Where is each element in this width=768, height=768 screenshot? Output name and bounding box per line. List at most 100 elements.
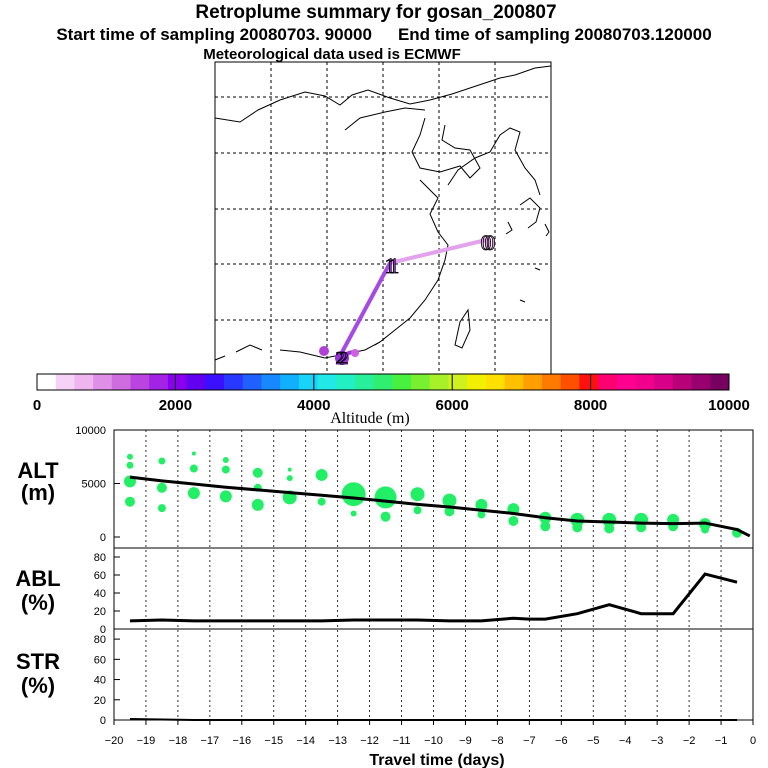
colorbar-swatch (280, 374, 300, 390)
abl-tick-label: 40 (94, 588, 106, 600)
colorbar-swatch (485, 374, 506, 390)
colorbar-swatch (317, 374, 337, 390)
colorbar-swatch (672, 374, 693, 390)
alt-cluster-point (252, 467, 263, 478)
alt-cluster-point (158, 457, 166, 465)
colorbar-swatch (298, 374, 319, 390)
colorbar-tick-label: 6000 (436, 397, 469, 414)
alt-cluster-point (191, 451, 196, 456)
alt-panel: 10000 5000 0 (75, 425, 751, 544)
alt-cluster-point (219, 490, 232, 503)
abl-tick-label: 0 (100, 624, 106, 636)
alt-cluster-point (350, 510, 357, 517)
str-tick-label: 40 (94, 675, 106, 687)
colorbar-swatch (523, 374, 543, 390)
str-tick-label: 80 (94, 634, 106, 646)
str-panel: 80 60 40 20 0 (94, 634, 738, 727)
sampling-end: End time of sampling 20080703.120000 (397, 25, 712, 44)
colorbar-swatch (149, 374, 169, 390)
alt-cluster-point (701, 525, 710, 534)
x-tick-label: −15 (264, 735, 283, 747)
x-tick-label: −6 (555, 735, 568, 747)
alt-mean-line (129, 475, 751, 538)
cluster-marker (319, 346, 329, 356)
colorbar-swatch (691, 374, 711, 390)
x-tick-label: −10 (424, 735, 443, 747)
map-label: 0 (481, 230, 492, 255)
x-tick-label: −5 (587, 735, 600, 747)
alt-cluster-point (475, 498, 488, 511)
str-tick-label: 0 (100, 715, 106, 727)
map-label-echo: 0 (485, 230, 496, 255)
alt-cluster-point (636, 522, 647, 533)
alt-tick-label: 5000 (82, 479, 106, 491)
x-tick-label: −13 (328, 735, 347, 747)
colorbar-swatch (37, 374, 57, 390)
str-unit: (%) (21, 673, 55, 698)
abl-label: ABL (15, 566, 60, 591)
colorbar-tick-label: 8000 (574, 397, 607, 414)
x-tick-label: −1 (715, 735, 728, 747)
alt-tick-label: 0 (100, 532, 106, 544)
map-label: 1 (385, 253, 396, 278)
colorbar-swatch (392, 374, 412, 390)
alt-cluster-point (604, 523, 615, 534)
x-tick-label: −12 (360, 735, 379, 747)
alt-cluster-point (189, 464, 198, 473)
colorbar-swatch (616, 374, 636, 390)
alt-cluster-point (444, 506, 455, 517)
colorbar-swatch (560, 374, 580, 390)
met-data-label: Meteorological data used is ECMWF (203, 46, 461, 63)
x-tick-label: −11 (393, 735, 411, 747)
colorbar-swatch (111, 374, 132, 390)
colorbar-swatch (93, 374, 113, 390)
colorbar-swatch (336, 374, 356, 390)
x-tick-label: −16 (232, 735, 251, 747)
alt-cluster-point (341, 482, 366, 507)
sampling-times: Start time of sampling 20080703. 90000 En… (0, 25, 768, 45)
x-axis: −20 −19 −18 −17 −16 −15 −14 −13 −12 −11 −10 −9 −8 −7−… (105, 720, 756, 747)
colorbar-swatch (448, 374, 468, 390)
alt-cluster-point (126, 461, 134, 469)
alt-cluster-point (380, 511, 391, 522)
colorbar-tick-label: 2000 (159, 397, 192, 414)
alt-cluster-point (124, 496, 135, 507)
x-tick-label: −8 (491, 735, 504, 747)
alt-label: ALT (17, 458, 59, 483)
alt-cluster-point (477, 510, 486, 519)
cluster-marker (351, 349, 359, 357)
colorbar-swatch (635, 374, 655, 390)
alt-cluster-point (157, 504, 166, 513)
colorbar-swatch (579, 374, 599, 390)
colorbar-swatch (205, 374, 225, 390)
str-tick-label: 60 (94, 654, 106, 666)
alt-cluster-point (286, 475, 293, 482)
colorbar-swatch (130, 374, 150, 390)
colorbar-swatch (504, 374, 524, 390)
colorbar-label: Altitude (m) (330, 410, 410, 427)
abl-line (129, 572, 738, 623)
coastlines (214, 65, 552, 361)
x-tick-label: −3 (651, 735, 664, 747)
colorbar-swatch (74, 374, 94, 390)
x-tick-label: 0 (750, 735, 756, 747)
alt-cluster-point (410, 487, 425, 502)
x-tick-label: −20 (105, 735, 124, 747)
map-graticule (215, 62, 551, 374)
x-tick-label: −7 (523, 735, 536, 747)
abl-tick-label: 80 (94, 552, 106, 564)
colorbar-swatch (242, 374, 262, 390)
x-tick-label: −2 (683, 735, 696, 747)
alt-cluster-point (442, 493, 457, 508)
x-tick-label: −9 (459, 735, 472, 747)
sampling-start: Start time of sampling 20080703. 90000 (56, 25, 372, 44)
colorbar-swatch (467, 374, 487, 390)
map-label-echo: 2 (340, 348, 349, 368)
x-tick-label: −17 (201, 735, 220, 747)
colorbar-swatch (541, 374, 562, 390)
trajectory-segment (338, 262, 392, 357)
alt-unit: (m) (21, 480, 55, 505)
colorbar-swatch (411, 374, 431, 390)
